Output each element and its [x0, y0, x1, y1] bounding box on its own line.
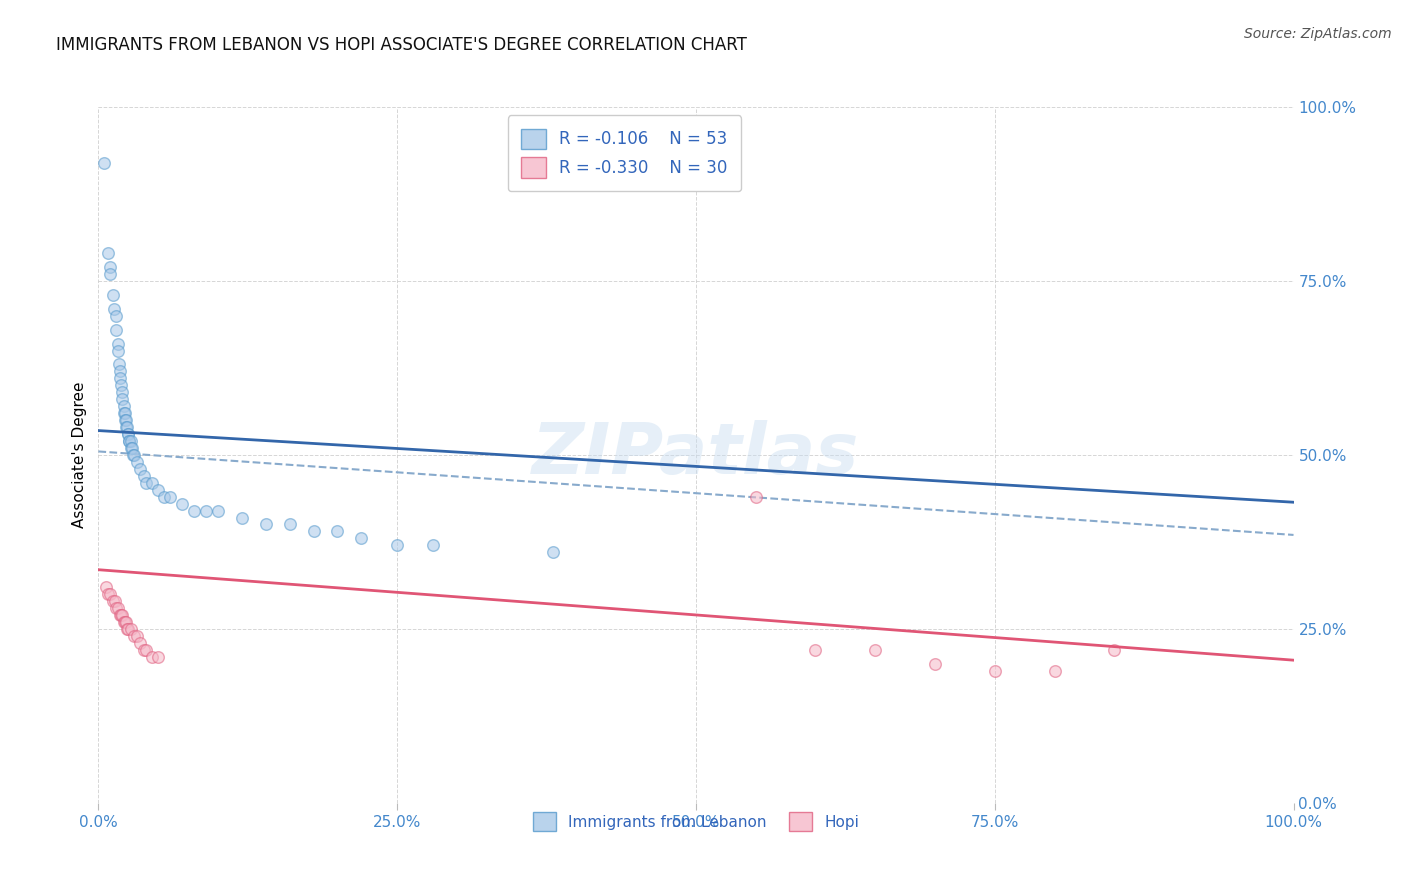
Point	[105, 323, 128, 337]
Point	[385, 538, 409, 552]
Point	[111, 385, 134, 400]
Point	[122, 448, 145, 462]
Point	[1104, 642, 1126, 657]
Point	[114, 406, 136, 420]
Point	[148, 649, 170, 664]
Point	[302, 524, 325, 539]
Text: IMMIGRANTS FROM LEBANON VS HOPI ASSOCIATE'S DEGREE CORRELATION CHART: IMMIGRANTS FROM LEBANON VS HOPI ASSOCIAT…	[56, 36, 747, 54]
Point	[159, 490, 181, 504]
Point	[135, 475, 157, 490]
Point	[350, 532, 373, 546]
Point	[117, 622, 139, 636]
Point	[125, 629, 148, 643]
Point	[107, 601, 129, 615]
Point	[141, 649, 163, 664]
Point	[98, 587, 122, 601]
Point	[132, 468, 155, 483]
Point	[115, 420, 138, 434]
Point	[865, 642, 887, 657]
Point	[129, 636, 152, 650]
Point	[231, 510, 253, 524]
Point	[114, 615, 136, 629]
Point	[101, 594, 124, 608]
Point	[112, 399, 135, 413]
Point	[118, 434, 141, 448]
Point	[124, 629, 146, 643]
Text: ZIPatlas: ZIPatlas	[533, 420, 859, 490]
Point	[120, 622, 142, 636]
Point	[924, 657, 946, 671]
Point	[120, 441, 142, 455]
Point	[121, 441, 143, 455]
Point	[97, 246, 120, 260]
Point	[115, 420, 138, 434]
Point	[104, 594, 127, 608]
Point	[97, 587, 120, 601]
Point	[115, 413, 138, 427]
Point	[183, 503, 205, 517]
Point	[984, 664, 1007, 678]
Point	[105, 309, 128, 323]
Point	[153, 490, 176, 504]
Point	[172, 497, 194, 511]
Point	[120, 434, 142, 448]
Point	[117, 427, 139, 442]
Point	[108, 371, 131, 385]
Point	[112, 406, 135, 420]
Y-axis label: Associate's Degree: Associate's Degree	[72, 382, 87, 528]
Point	[98, 267, 122, 281]
Point	[117, 427, 139, 442]
Point	[93, 155, 115, 169]
Point	[101, 288, 124, 302]
Point	[105, 601, 128, 615]
Point	[207, 503, 229, 517]
Point	[115, 622, 138, 636]
Point	[422, 538, 444, 552]
Point	[135, 642, 157, 657]
Point	[541, 545, 564, 559]
Point	[112, 615, 135, 629]
Point	[103, 301, 125, 316]
Point	[124, 448, 146, 462]
Point	[108, 364, 131, 378]
Point	[326, 524, 349, 539]
Point	[804, 642, 827, 657]
Point	[125, 455, 148, 469]
Point	[148, 483, 170, 497]
Point	[1043, 664, 1066, 678]
Text: Source: ZipAtlas.com: Source: ZipAtlas.com	[1244, 27, 1392, 41]
Point	[114, 413, 136, 427]
Point	[115, 615, 138, 629]
Point	[118, 434, 141, 448]
Point	[98, 260, 122, 274]
Point	[111, 392, 134, 407]
Point	[111, 607, 134, 622]
Point	[107, 343, 129, 358]
Legend: Immigrants from Lebanon, Hopi: Immigrants from Lebanon, Hopi	[527, 806, 865, 837]
Point	[129, 462, 152, 476]
Point	[94, 580, 117, 594]
Point	[108, 607, 131, 622]
Point	[107, 336, 129, 351]
Point	[110, 607, 132, 622]
Point	[110, 378, 132, 392]
Point	[195, 503, 218, 517]
Point	[745, 490, 768, 504]
Point	[278, 517, 301, 532]
Point	[132, 642, 155, 657]
Point	[141, 475, 163, 490]
Point	[107, 358, 129, 372]
Point	[254, 517, 277, 532]
